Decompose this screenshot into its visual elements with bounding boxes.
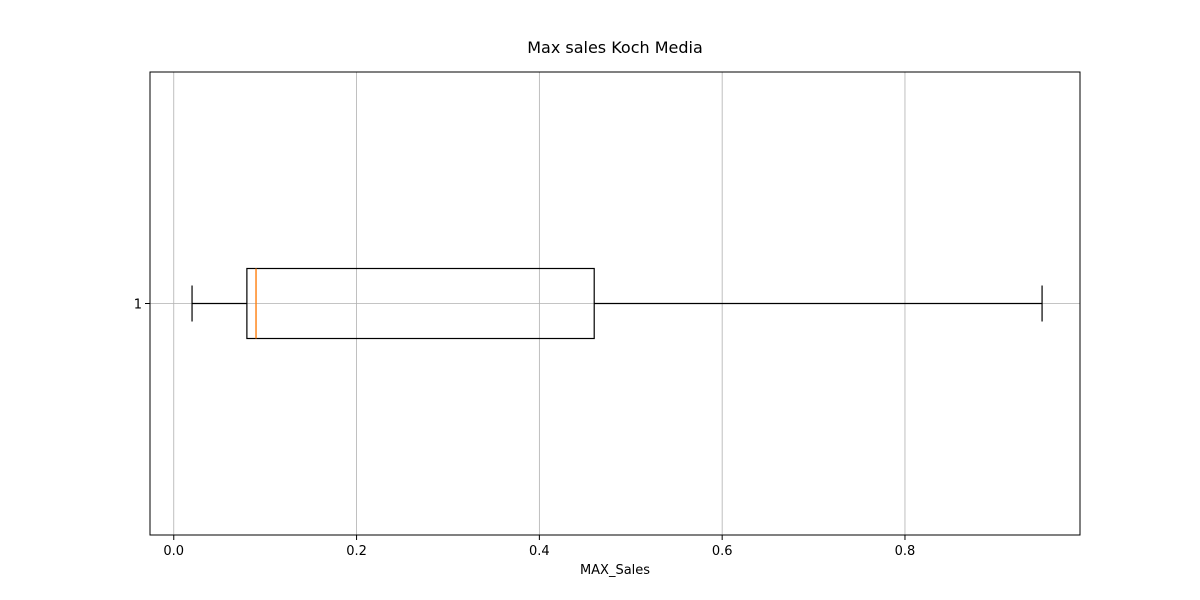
x-tick-label: 0.0 xyxy=(163,544,184,559)
x-axis-label: MAX_Sales xyxy=(580,563,650,578)
plot-area xyxy=(191,267,1043,340)
x-tick-label: 0.4 xyxy=(529,544,550,559)
x-tick-label: 0.8 xyxy=(895,544,916,559)
x-tick-label: 0.6 xyxy=(712,544,733,559)
y-tick-label: 1 xyxy=(134,298,142,313)
interquartile-box xyxy=(246,267,595,340)
chart-title: Max sales Koch Media xyxy=(527,38,703,57)
x-tick-label: 0.2 xyxy=(346,544,367,559)
axis-ticks: 0.0 0.2 0.4 0.6 0.8 1 xyxy=(134,298,916,560)
